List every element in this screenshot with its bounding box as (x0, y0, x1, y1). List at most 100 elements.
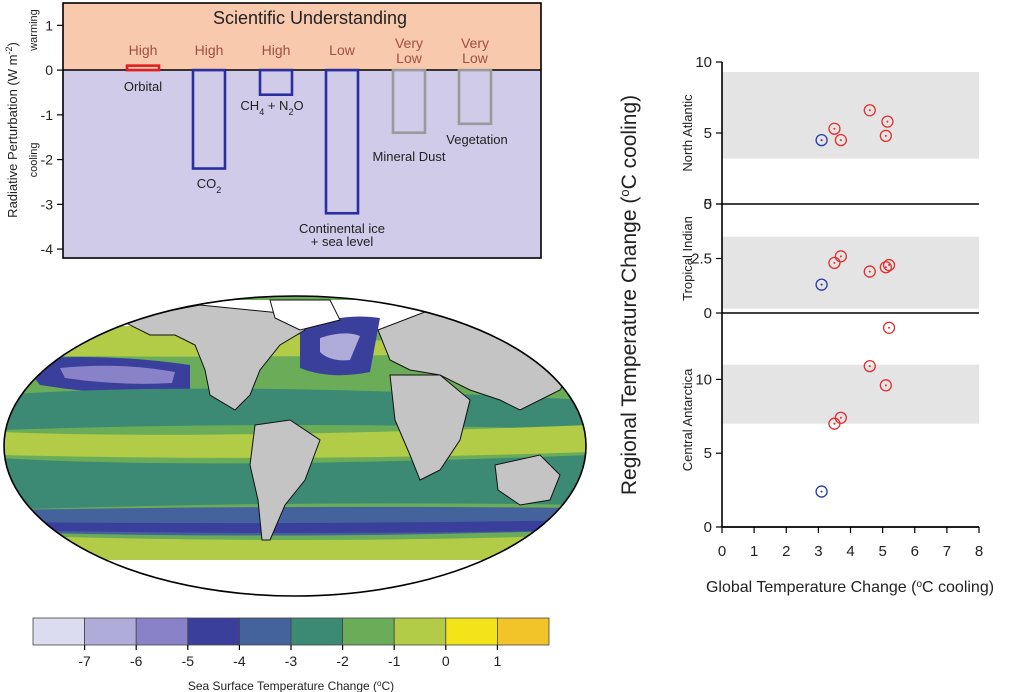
forcing-bar (324, 68, 360, 215)
bar-label-vegetation: Vegetation (446, 132, 507, 147)
colorbar-tick-label: -4 (233, 653, 246, 669)
scatter-y-tick-label: 10 (695, 371, 712, 388)
scatter-point-center (839, 255, 842, 258)
forcing-bar (125, 64, 161, 72)
scatter-point (882, 321, 896, 334)
scatter-point (879, 379, 892, 392)
scatter-point (863, 359, 876, 373)
scatter-y-tick-label: 5 (704, 445, 712, 462)
panel-region-label: Central Antarctica (680, 368, 695, 471)
scatter-x-tick-label: 0 (718, 543, 726, 560)
scatter-point (815, 133, 828, 147)
scatter-point (863, 104, 876, 117)
colorbar-swatch (445, 617, 498, 646)
north-pacific-core (60, 365, 175, 384)
understanding-ch4-n2o: High (262, 42, 291, 58)
understanding-ice: Low (329, 42, 356, 58)
colorbar-swatch (187, 617, 240, 646)
land (118, 299, 586, 541)
scatter-point (834, 411, 848, 424)
globe-outline (3, 295, 587, 597)
colorbar-tick-label: 1 (494, 653, 502, 669)
colorbar-tick-label: -6 (130, 653, 143, 669)
scatter-point (815, 278, 828, 291)
scatter-point (882, 258, 896, 272)
colorbar-swatch (342, 617, 395, 646)
scatter-point-center (820, 283, 823, 286)
north-atlantic-core (320, 333, 360, 361)
colorbar-tick-label: -2 (336, 653, 349, 669)
forcing-bar (391, 68, 427, 135)
scatter-point-center (888, 264, 891, 267)
scatter-point (881, 115, 894, 128)
scatter-y-tick-label: 0 (704, 196, 712, 213)
scatter-y-tick-label: 0 (704, 305, 712, 322)
scatter-x-label: Global Temperature Change (oC cooling) (706, 579, 994, 597)
scatter-point-center (833, 261, 836, 264)
forcing-y-label: Radiative Perturbation (W m-2) (4, 42, 20, 218)
forcing-bars (125, 64, 493, 215)
colorbar-swatch (84, 617, 137, 646)
range-band (722, 71, 979, 159)
band-south-core (4, 520, 586, 533)
range-band (722, 364, 979, 424)
scatter-y-label: Regional Temperature Change (oC cooling) (617, 95, 642, 495)
colorbar-swatch (290, 617, 343, 646)
bar-label-ch4-n2o: CH4 + N2O (240, 98, 303, 117)
scatter-point-center (868, 365, 871, 368)
cooling-background (63, 70, 541, 258)
forcing-bar (457, 68, 493, 126)
bar-label-ice: Continental ice + sea level (299, 221, 385, 249)
colorbar-title: Sea Surface Temperature Change (oC) (188, 679, 394, 692)
scatter-point-center (884, 266, 887, 269)
bar-label-orbital: Orbital (124, 79, 162, 94)
forcing-frame (62, 2, 542, 259)
scatter-point (879, 129, 892, 142)
understanding-dust: Very Low (395, 35, 423, 66)
scatter-x-tick-label: 5 (878, 543, 886, 560)
understanding-header: Scientific Understanding (213, 8, 407, 28)
scatter-point-center (833, 127, 836, 130)
forcing-y-tick-label: -4 (41, 241, 54, 257)
scatter-y-tick-label: 2.5 (691, 251, 712, 268)
australia (494, 454, 561, 506)
colorbar-tick-label: -5 (182, 653, 195, 669)
sst-colorbar: -7 -6 -5 -4 -3 -2 -1 0 1 (32, 617, 550, 669)
scatter-y-tick-label: 10 (695, 54, 712, 71)
band-southern-ocean (4, 535, 586, 563)
colorbar-tick-label: -1 (388, 653, 401, 669)
colorbar-tick-label: -3 (285, 653, 298, 669)
scatter-y-tick-label: 5 (704, 125, 712, 142)
colorbar-swatch (135, 617, 189, 646)
scatter-point (863, 265, 876, 278)
forcing-y-tick-label: 0 (45, 62, 53, 78)
understanding-orbital: High (129, 42, 158, 58)
scatter-y-tick-label: 5 (704, 196, 712, 213)
greenland (269, 299, 341, 331)
colorbar-swatch (496, 617, 550, 646)
scatter-x-tick-label: 4 (846, 543, 854, 560)
scatter-point-center (868, 109, 871, 112)
panel-region-label: Tropical Indian (680, 216, 695, 301)
scatter-point-center (839, 139, 842, 142)
scatter-point-center (833, 422, 836, 425)
forcing-y-tick-label: -3 (41, 196, 54, 212)
scatter-y-tick-label: 0 (704, 519, 712, 536)
colorbar-tick-label: -7 (78, 653, 91, 669)
scatter-x-tick-label: 2 (782, 543, 790, 560)
understanding-vegetation: Very Low (461, 35, 489, 66)
forcing-y-axis: -4 -3 -2 -1 0 1 (41, 17, 63, 257)
bar-label-co2: CO2 (197, 176, 222, 195)
scatter-point (834, 250, 848, 263)
scatter-point-center (868, 270, 871, 273)
scatter-point-center (888, 326, 891, 329)
south-america (249, 419, 321, 541)
scatter-point-center (839, 416, 842, 419)
forcing-y-tick-label: -2 (41, 152, 54, 168)
antarctic-white (4, 560, 586, 596)
